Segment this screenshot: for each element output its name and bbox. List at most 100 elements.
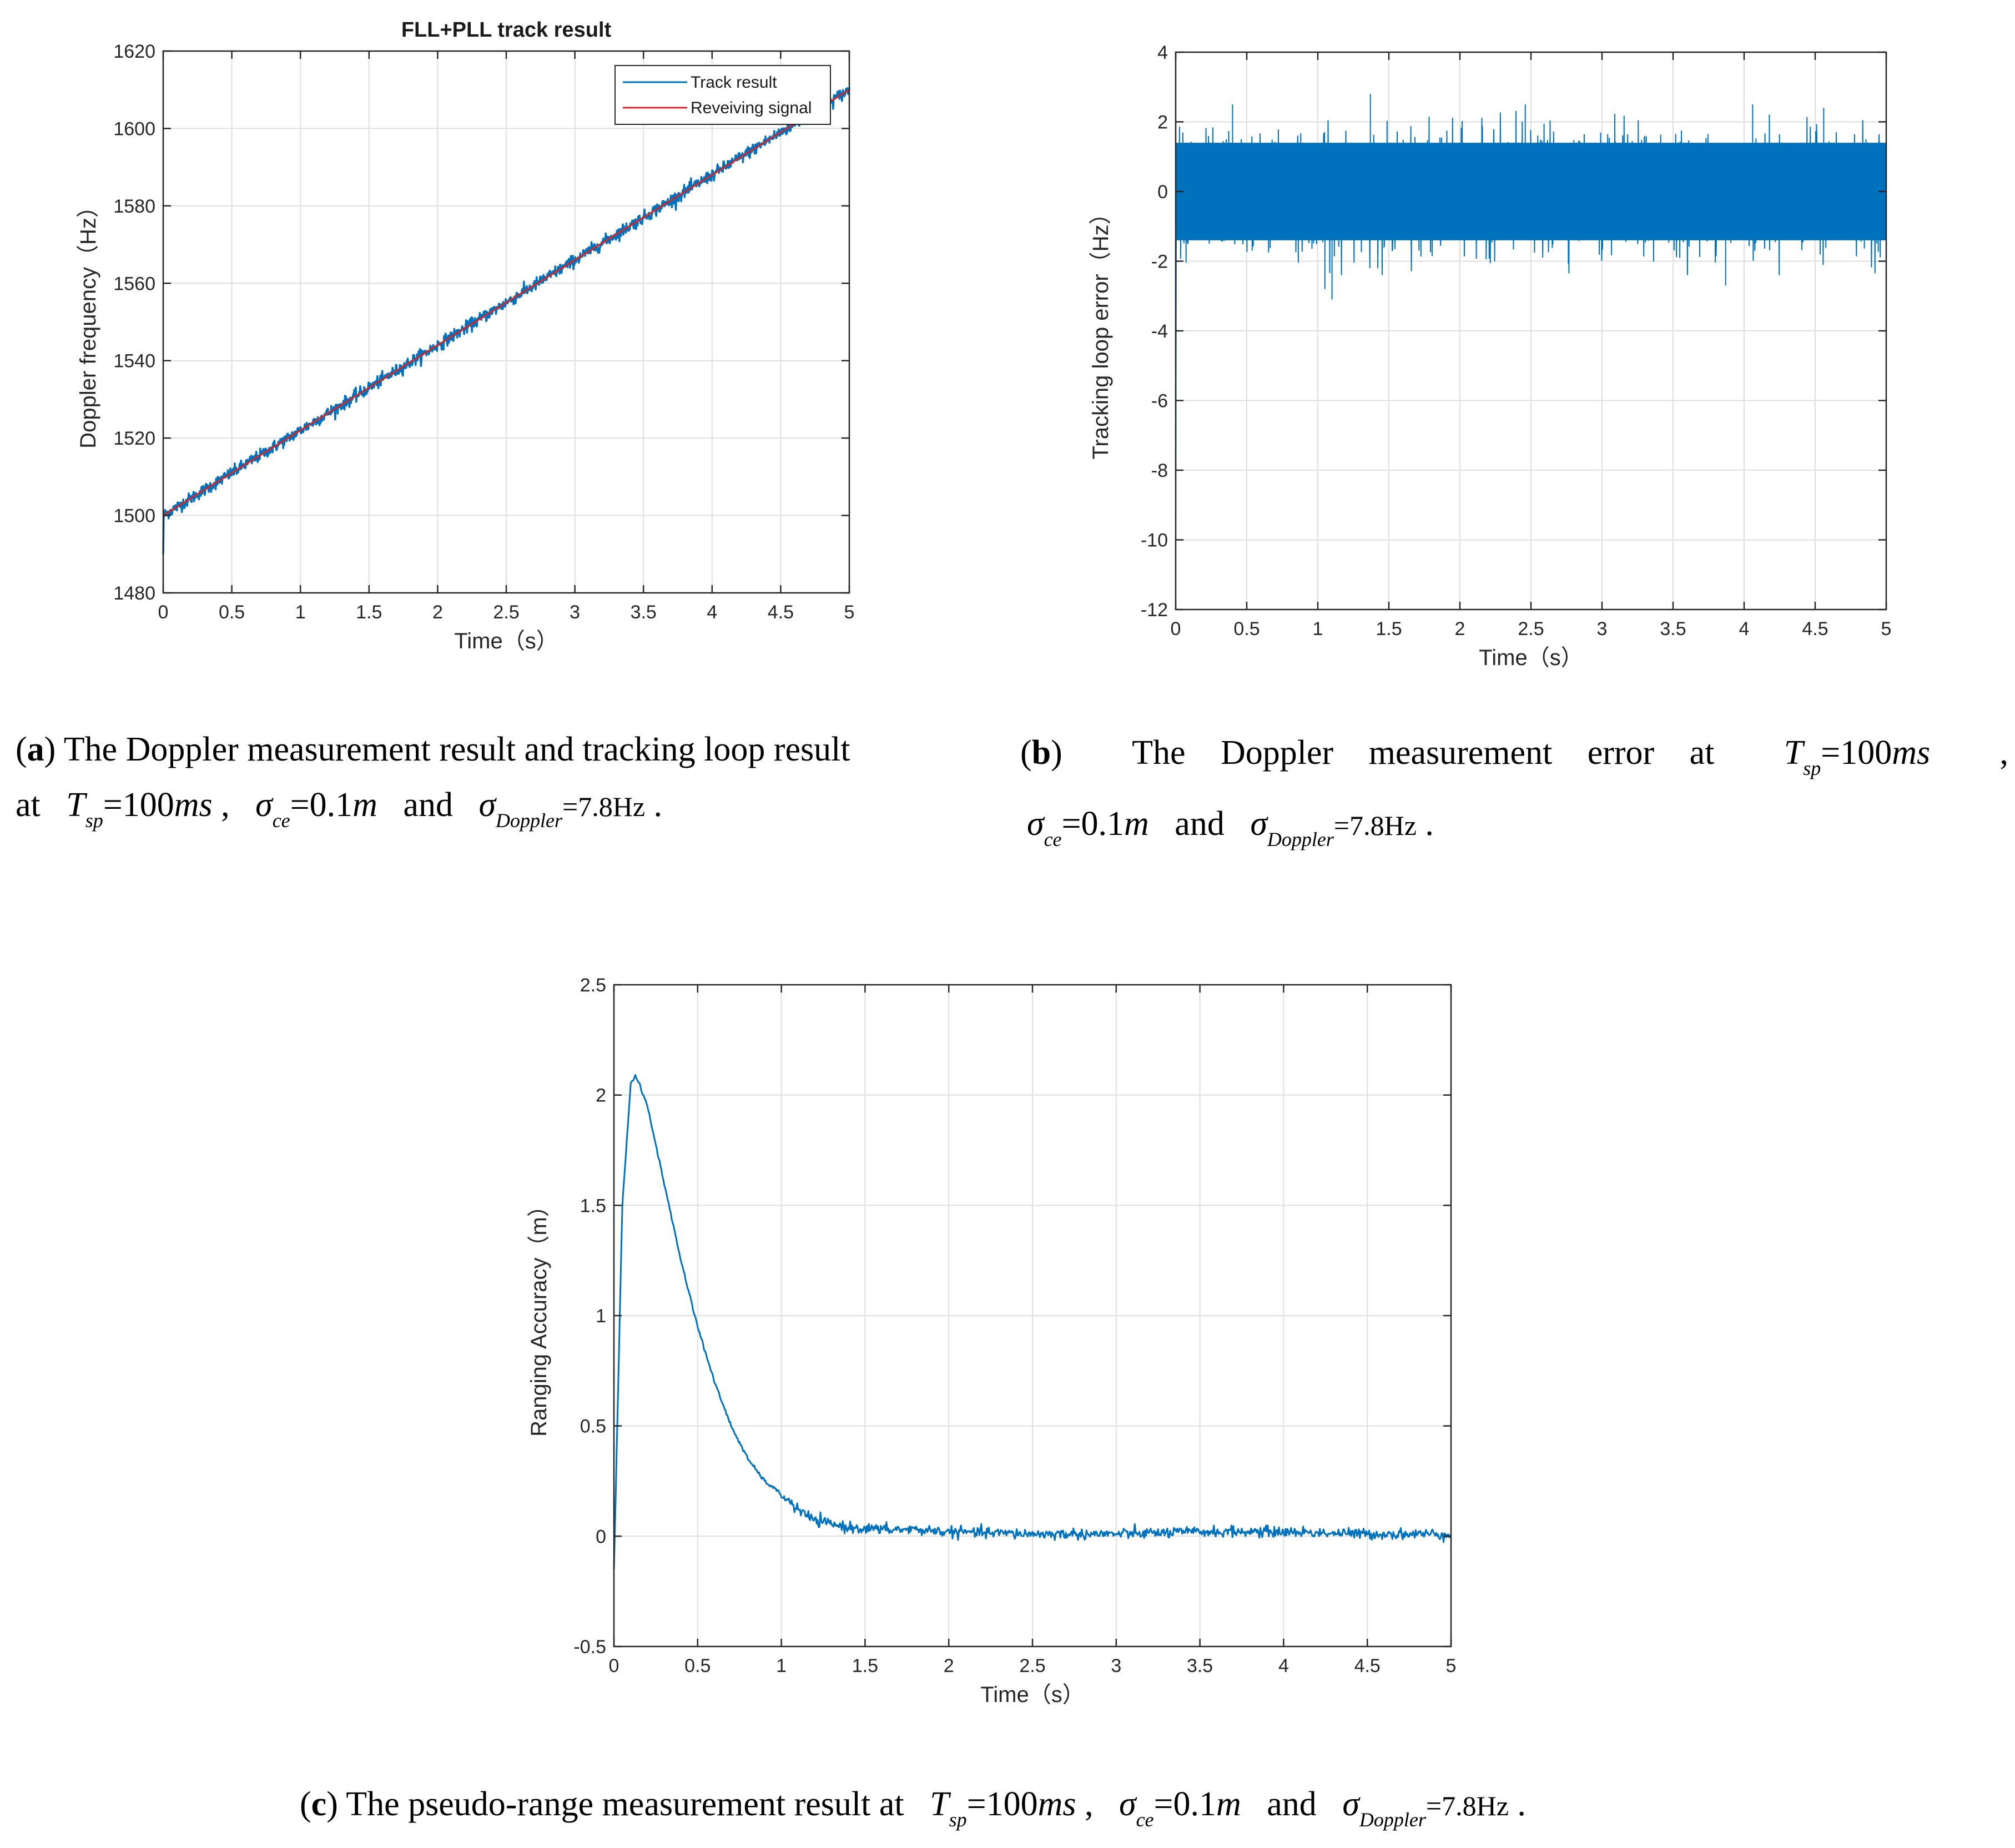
- caption-c-and: and: [1267, 1785, 1317, 1823]
- y-axis-label: Tracking loop error（Hz）: [1089, 202, 1113, 459]
- y-tick-label: -6: [1151, 391, 1168, 412]
- x-tick-label: 0: [609, 1655, 619, 1676]
- y-tick-label: -12: [1141, 600, 1168, 621]
- x-tick-label: 1: [295, 602, 306, 623]
- legend-label-track-result: Track result: [691, 73, 777, 92]
- legend-box: [614, 65, 831, 125]
- caption-c-sigma-ce-unit: m: [1216, 1785, 1241, 1823]
- caption-a-t-symbol: T: [66, 786, 85, 824]
- caption-a-sigma-ce-unit: m: [352, 786, 377, 824]
- x-tick-label: 0.5: [219, 602, 245, 623]
- caption-a-and: and: [403, 786, 453, 824]
- caption-a-t-unit: ms: [174, 786, 213, 824]
- x-tick-label: 3.5: [1660, 618, 1686, 640]
- caption-b-sigma-ce-value: =0.1: [1061, 805, 1125, 843]
- y-tick-label: 1.5: [580, 1195, 606, 1216]
- y-tick-label: 1540: [113, 351, 155, 372]
- caption-a-label: a: [27, 731, 44, 768]
- caption-c: (c) The pseudo-range measurement result …: [300, 1785, 1526, 1831]
- caption-a-line1: The Doppler measurement result and track…: [63, 731, 850, 768]
- y-tick-label: -2: [1151, 251, 1168, 273]
- x-tick-label: 5: [1881, 618, 1892, 640]
- caption-a-t-sub: sp: [85, 809, 103, 832]
- caption-b-sigma-ce-symbol: σ: [1027, 805, 1044, 843]
- caption-b-comma: ,: [1999, 734, 2009, 772]
- y-tick-label: -8: [1151, 460, 1168, 481]
- x-tick-label: 5: [844, 602, 855, 623]
- x-tick-label: 1: [776, 1655, 787, 1676]
- caption-b-t-symbol: T: [1784, 734, 1804, 772]
- caption-c-sigma-ce-symbol: σ: [1119, 1785, 1136, 1823]
- y-tick-label: 1580: [113, 196, 155, 217]
- caption-b: (b) The Doppler measurement error at Tsp…: [1020, 725, 2008, 867]
- y-tick-label: 1600: [113, 118, 155, 139]
- caption-a-sigma-d-sub: Doppler: [496, 809, 563, 832]
- caption-b-t-unit: ms: [1892, 734, 1931, 772]
- y-tick-label: 2: [1157, 112, 1168, 133]
- y-tick-label: 2.5: [580, 975, 606, 996]
- x-tick-label: 4: [1739, 618, 1750, 640]
- caption-a-t-value: =100: [103, 786, 174, 824]
- caption-b-sigma-ce-unit: m: [1124, 805, 1149, 843]
- caption-c-sigma-ce-value: =0.1: [1153, 1785, 1216, 1823]
- y-tick-label: 1500: [113, 506, 155, 527]
- caption-a-prefix: at: [16, 786, 41, 824]
- y-tick-label: 0: [596, 1526, 606, 1547]
- caption-b-and: and: [1175, 805, 1225, 843]
- y-axis-label: Doppler frequency（Hz）: [76, 195, 100, 449]
- caption-b-sigma-d-sub: Doppler: [1267, 828, 1334, 850]
- x-axis-label: Time（s）: [1479, 646, 1583, 670]
- caption-a-sigma-ce-value: =0.1: [290, 786, 353, 824]
- x-tick-label: 1.5: [1376, 618, 1402, 640]
- caption-b-line1: The Doppler measurement error at: [1132, 734, 1715, 772]
- y-tick-label: 4: [1157, 42, 1168, 63]
- caption-c-t-sub: sp: [949, 1809, 967, 1831]
- caption-a-end: .: [653, 786, 663, 824]
- chart-doppler-track-result: 0 0.5 1 1.5 2 2.5 3 3.5 4 4.5 5 1480 1500 1520 1540 156…: [76, 18, 854, 653]
- caption-c-t-symbol: T: [930, 1785, 949, 1823]
- y-axis-label: Ranging Accuracy（m）: [527, 1195, 551, 1437]
- x-tick-label: 3: [1597, 618, 1608, 640]
- ranging-accuracy-line: [613, 1074, 1452, 1570]
- x-tick-label: 0: [1171, 618, 1181, 640]
- x-tick-label: 2.5: [493, 602, 519, 623]
- y-tick-label: 2: [596, 1085, 606, 1106]
- y-tick-label: 1480: [113, 583, 155, 604]
- x-tick-label: 4.5: [1802, 618, 1828, 640]
- x-tick-label: 1.5: [356, 602, 382, 623]
- caption-c-sigma-d-value: =7.8Hz: [1425, 1790, 1509, 1821]
- caption-b-t-value: =100: [1821, 734, 1892, 772]
- caption-a-sigma-ce-symbol: σ: [255, 786, 273, 824]
- y-tick-label: -10: [1141, 530, 1168, 551]
- legend-label-receiving-signal: Reveiving signal: [691, 99, 812, 117]
- caption-a-sigma-d-symbol: σ: [478, 786, 496, 824]
- caption-c-t-value: =100: [966, 1785, 1038, 1823]
- x-tick-label: 0.5: [1233, 618, 1260, 640]
- x-tick-label: 2: [1455, 618, 1465, 640]
- x-tick-label: 4.5: [768, 602, 794, 623]
- y-tick-label: -4: [1151, 321, 1168, 342]
- chart-title: FLL+PLL track result: [401, 18, 612, 42]
- x-tick-label: 2: [432, 602, 443, 623]
- y-tick-label: 1620: [113, 41, 155, 62]
- y-tick-label: 0.5: [580, 1416, 606, 1437]
- x-axis-label: Time（s）: [980, 1683, 1084, 1707]
- caption-c-label: c: [311, 1785, 327, 1823]
- caption-a-sigma-d-value: =7.8Hz: [562, 791, 646, 822]
- caption-b-t-sub: sp: [1803, 757, 1821, 779]
- y-tick-label: 0: [1157, 182, 1168, 203]
- chart-ranging-accuracy: 0 0.5 1 1.5 2 2.5 3 3.5 4 4.5 5-0.500.511.522.5Tim…: [527, 975, 1456, 1707]
- x-tick-label: 0.5: [684, 1655, 711, 1676]
- x-tick-label: 4: [707, 602, 717, 623]
- y-tick-label: 1: [596, 1306, 606, 1327]
- x-tick-label: 0: [158, 602, 169, 623]
- x-tick-label: 3: [570, 602, 580, 623]
- x-tick-label: 2: [944, 1655, 954, 1676]
- x-tick-label: 4.5: [1354, 1655, 1381, 1676]
- caption-c-sigma-ce-sub: ce: [1136, 1809, 1154, 1831]
- x-tick-label: 2.5: [1019, 1655, 1045, 1676]
- tracking-error-line: [1175, 110, 1887, 547]
- caption-a: (a) The Doppler measurement result and t…: [16, 731, 850, 832]
- caption-b-sigma-ce-sub: ce: [1044, 828, 1062, 850]
- x-tick-label: 3.5: [631, 602, 657, 623]
